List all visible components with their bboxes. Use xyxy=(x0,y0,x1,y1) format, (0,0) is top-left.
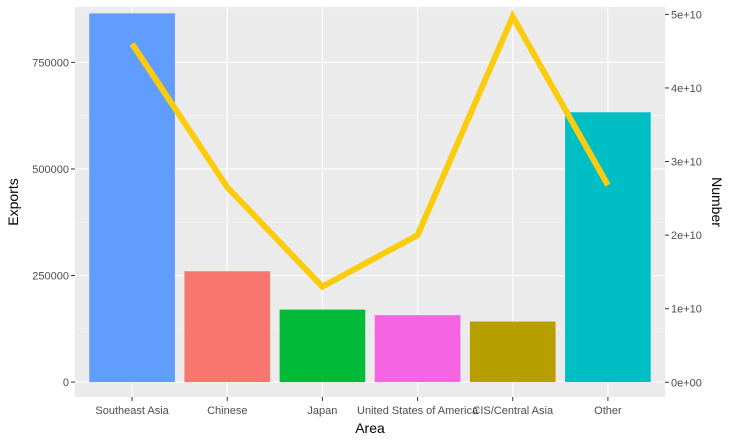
axis-layer: 0 250000 500000 750000 0e+00 1e+10 2e+10 3e+10 4… xyxy=(32,9,702,417)
bar-chinese xyxy=(184,271,271,383)
y2-tick-label: 4e+10 xyxy=(671,83,702,95)
y-tick-label: 250000 xyxy=(32,271,69,283)
bar-other xyxy=(565,112,651,383)
bar-japan xyxy=(279,309,366,383)
x-tick-label: CIS/Central Asia xyxy=(472,405,554,417)
x-tick-label: United States of America xyxy=(357,405,479,417)
x-tick-label: Other xyxy=(594,405,622,417)
x-tick-label: Chinese xyxy=(207,405,247,417)
bar-southeast-asia xyxy=(89,13,175,383)
y-tick-label: 500000 xyxy=(32,164,69,176)
y-tick-label: 0 xyxy=(63,377,69,389)
y2-tick-label: 1e+10 xyxy=(671,304,702,316)
x-tick-label: Southeast Asia xyxy=(95,405,169,417)
bar-layer xyxy=(89,13,651,383)
y2-tick-label: 0e+00 xyxy=(671,377,702,389)
y-tick-label: 750000 xyxy=(32,57,69,69)
number-line xyxy=(129,9,611,291)
bar-cis-central-asia xyxy=(469,321,556,383)
y2-axis-title: Number xyxy=(709,177,725,227)
x-tick-label: Japan xyxy=(307,405,337,417)
bar-united-states-of-america xyxy=(374,315,461,383)
line-layer xyxy=(129,9,611,291)
y2-tick-label: 3e+10 xyxy=(671,157,702,169)
y-axis-title: Exports xyxy=(5,178,21,225)
y2-tick-label: 2e+10 xyxy=(671,230,702,242)
y2-tick-label: 5e+10 xyxy=(671,9,702,21)
x-axis-title: Area xyxy=(355,420,385,436)
